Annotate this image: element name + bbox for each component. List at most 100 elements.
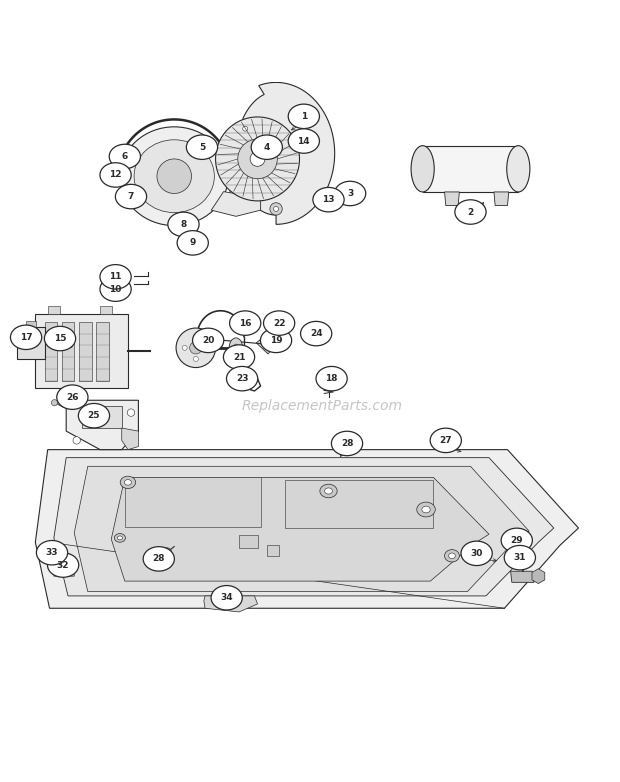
Bar	[267, 545, 279, 556]
Bar	[48, 307, 60, 314]
Ellipse shape	[449, 553, 455, 558]
Circle shape	[51, 400, 58, 406]
Polygon shape	[54, 457, 554, 596]
Text: 6: 6	[122, 152, 128, 161]
Ellipse shape	[501, 528, 533, 553]
Ellipse shape	[234, 344, 239, 351]
Ellipse shape	[223, 345, 255, 369]
Bar	[26, 321, 36, 327]
Bar	[516, 547, 530, 555]
Ellipse shape	[229, 338, 242, 357]
Bar	[79, 322, 92, 381]
Polygon shape	[285, 480, 433, 528]
Circle shape	[276, 328, 282, 334]
Polygon shape	[211, 192, 260, 217]
Ellipse shape	[417, 502, 435, 517]
Text: 7: 7	[128, 192, 134, 201]
Polygon shape	[494, 192, 509, 206]
Ellipse shape	[115, 185, 146, 209]
Ellipse shape	[193, 328, 224, 353]
Circle shape	[193, 334, 198, 339]
Text: 25: 25	[87, 411, 100, 420]
Ellipse shape	[37, 540, 68, 565]
Circle shape	[162, 547, 172, 558]
Ellipse shape	[48, 553, 79, 577]
Text: 29: 29	[510, 536, 523, 545]
Ellipse shape	[11, 325, 42, 350]
Ellipse shape	[100, 163, 131, 187]
Ellipse shape	[288, 129, 319, 153]
Ellipse shape	[288, 104, 319, 128]
Ellipse shape	[109, 144, 141, 169]
Circle shape	[193, 357, 198, 361]
Ellipse shape	[187, 135, 218, 160]
Polygon shape	[204, 596, 257, 612]
Ellipse shape	[335, 181, 366, 206]
Bar	[45, 322, 57, 381]
Ellipse shape	[100, 264, 131, 289]
Ellipse shape	[143, 547, 174, 571]
Ellipse shape	[507, 145, 530, 192]
Ellipse shape	[445, 550, 459, 562]
Text: 30: 30	[471, 549, 483, 558]
Circle shape	[180, 219, 185, 224]
Text: 26: 26	[66, 393, 79, 402]
Ellipse shape	[411, 145, 434, 192]
Ellipse shape	[211, 586, 242, 610]
Ellipse shape	[313, 188, 344, 212]
Circle shape	[242, 126, 247, 131]
Text: 28: 28	[341, 439, 353, 448]
Ellipse shape	[45, 326, 76, 351]
Text: 23: 23	[236, 374, 249, 383]
Polygon shape	[82, 407, 122, 428]
Text: 24: 24	[310, 329, 322, 338]
Polygon shape	[54, 561, 74, 576]
Text: 27: 27	[440, 436, 452, 445]
Text: 32: 32	[57, 561, 69, 569]
Ellipse shape	[134, 140, 215, 213]
Ellipse shape	[78, 404, 110, 428]
Ellipse shape	[430, 429, 461, 453]
Circle shape	[270, 203, 282, 215]
Ellipse shape	[226, 367, 258, 391]
Bar	[239, 535, 257, 548]
Polygon shape	[532, 569, 545, 583]
Circle shape	[271, 322, 287, 339]
Text: 14: 14	[298, 137, 310, 145]
Text: 18: 18	[326, 374, 338, 383]
Text: 2: 2	[467, 207, 474, 217]
Polygon shape	[267, 153, 279, 166]
Text: 8: 8	[180, 220, 187, 229]
Circle shape	[239, 123, 251, 135]
Bar	[62, 322, 74, 381]
Circle shape	[182, 346, 187, 350]
Ellipse shape	[332, 431, 363, 456]
Text: 21: 21	[232, 353, 246, 361]
Text: 20: 20	[202, 336, 215, 345]
Ellipse shape	[125, 479, 131, 485]
Text: 10: 10	[109, 285, 122, 294]
Text: 28: 28	[153, 554, 165, 563]
Polygon shape	[122, 428, 138, 450]
Ellipse shape	[251, 135, 283, 160]
Ellipse shape	[100, 277, 131, 301]
Circle shape	[216, 117, 299, 201]
Text: 3: 3	[347, 189, 353, 198]
Ellipse shape	[325, 488, 332, 494]
Circle shape	[24, 341, 32, 349]
Text: 19: 19	[270, 336, 282, 345]
Polygon shape	[74, 466, 529, 592]
Text: 31: 31	[513, 553, 526, 562]
Ellipse shape	[114, 533, 125, 542]
Ellipse shape	[455, 199, 486, 224]
Ellipse shape	[120, 127, 228, 225]
Ellipse shape	[320, 484, 337, 498]
Text: 15: 15	[54, 334, 66, 343]
Polygon shape	[125, 478, 260, 527]
Circle shape	[127, 409, 135, 416]
Ellipse shape	[504, 545, 536, 570]
Polygon shape	[256, 334, 277, 354]
Ellipse shape	[301, 321, 332, 346]
Text: 4: 4	[264, 142, 270, 152]
Polygon shape	[66, 400, 138, 450]
